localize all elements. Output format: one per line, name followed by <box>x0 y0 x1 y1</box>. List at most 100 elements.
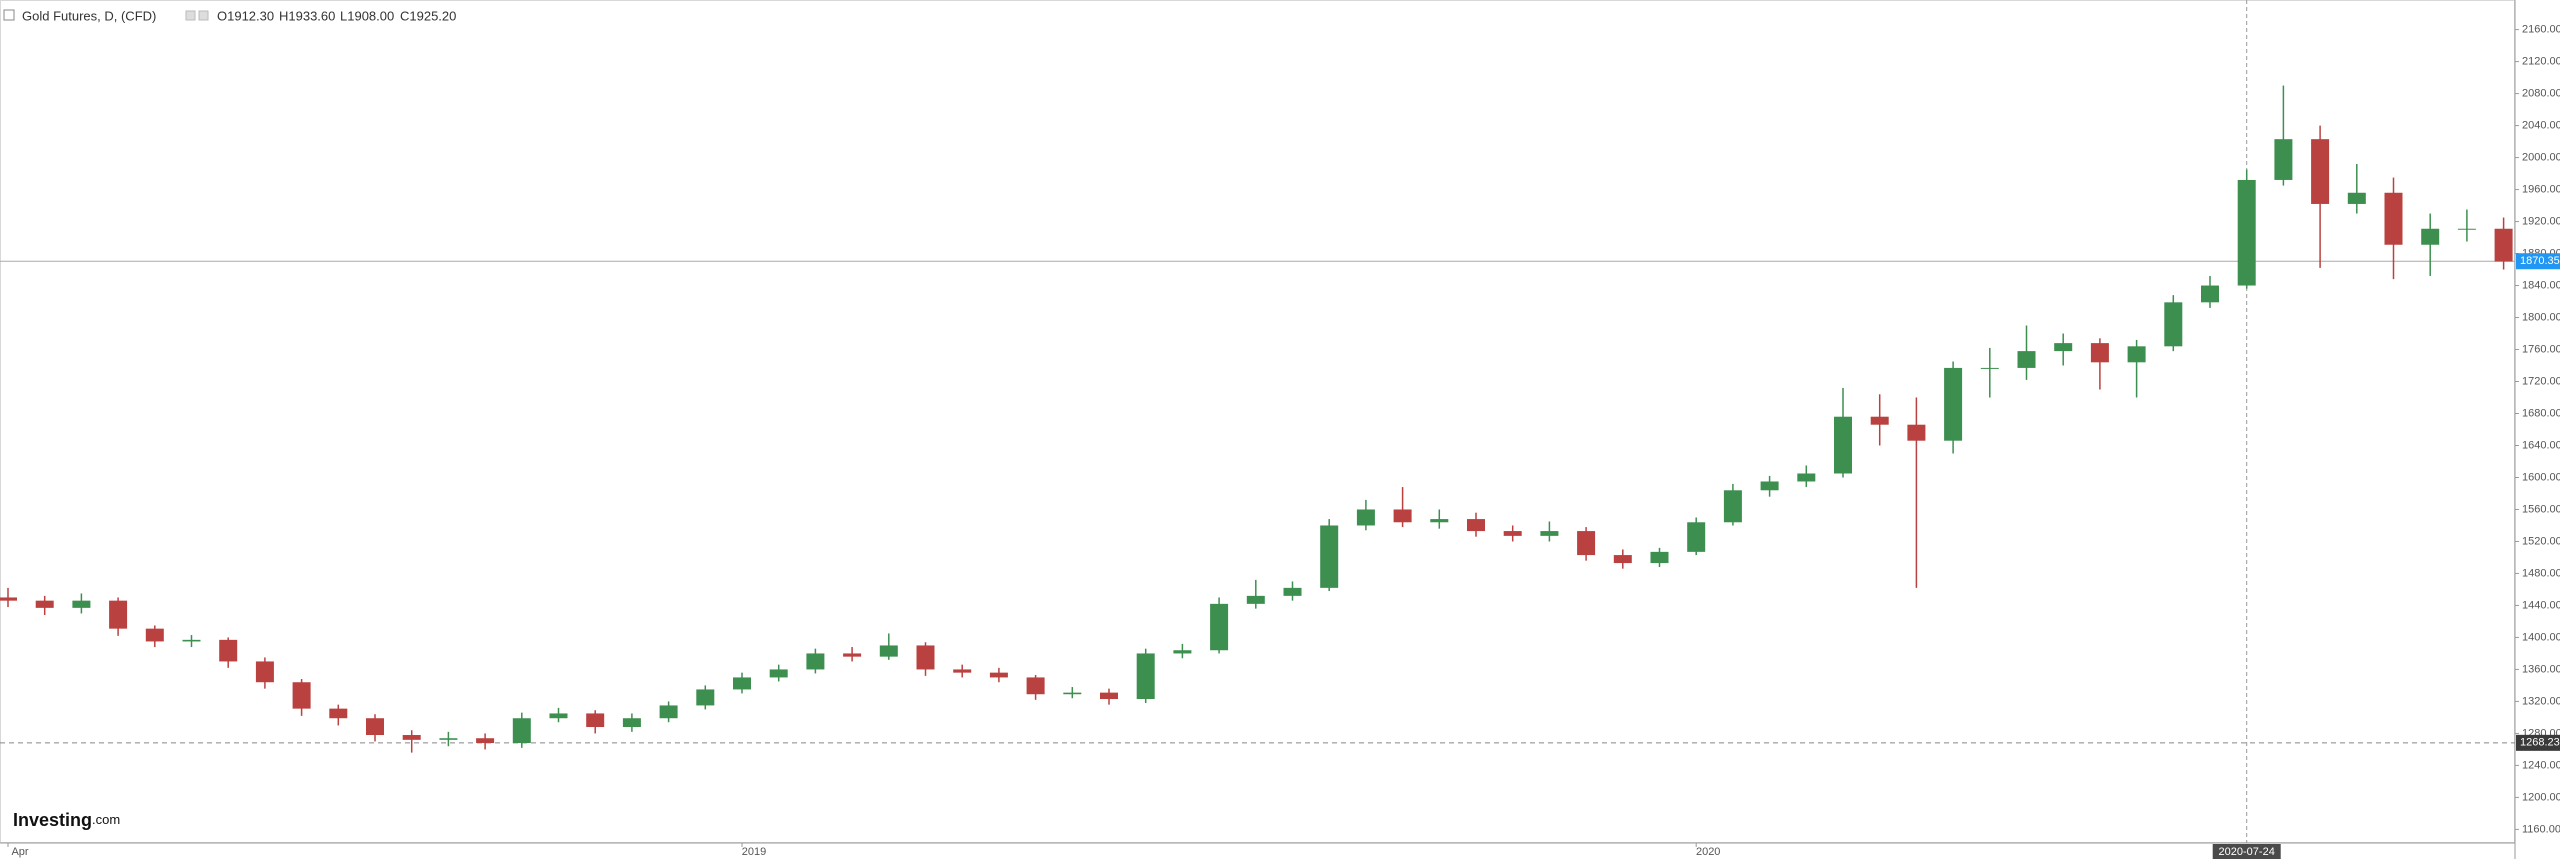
candle-body <box>1173 650 1192 654</box>
ohlc-close: C1925.20 <box>400 8 456 23</box>
close-icon[interactable] <box>198 10 209 21</box>
y-tick-label: 1600.00 <box>2522 471 2560 483</box>
candle-body <box>1100 692 1118 700</box>
candle-body <box>329 708 348 719</box>
candle-body <box>35 600 54 608</box>
crosshair-label-box <box>2212 844 2281 859</box>
price-label: 1870.35 <box>2520 255 2560 267</box>
y-tick-label: 1640.00 <box>2522 439 2560 451</box>
candle-body <box>182 639 201 642</box>
logo-suffix: .com <box>92 812 120 827</box>
y-tick-label: 1840.00 <box>2522 279 2560 291</box>
candle-body <box>255 661 274 683</box>
crosshair-label: 2020-07-24 <box>2219 846 2275 858</box>
price-label: 1268.23 <box>2520 737 2560 749</box>
y-tick-label: 1320.00 <box>2522 695 2560 707</box>
y-tick-label: 2120.00 <box>2522 55 2560 67</box>
candle-body <box>439 738 458 740</box>
candle-body <box>145 628 164 642</box>
candle-body <box>1026 677 1045 695</box>
candle-body <box>2347 192 2366 204</box>
candle-body <box>1356 509 1375 526</box>
candle-body <box>2201 285 2219 303</box>
x-tick-label: 2020 <box>1696 846 1720 858</box>
y-tick-label: 1760.00 <box>2522 343 2560 355</box>
y-tick-label: 1360.00 <box>2522 663 2560 675</box>
settings-icon[interactable] <box>185 10 196 21</box>
logo: Investing.com <box>13 810 120 830</box>
candle-body <box>2274 139 2293 180</box>
x-tick-label: Apr <box>11 846 28 858</box>
candle-body <box>1210 603 1229 651</box>
ohlc-high: H1933.60 <box>279 8 335 23</box>
candle-body <box>1320 525 1339 588</box>
candle-body <box>1650 551 1669 564</box>
candle-body <box>402 735 421 740</box>
candle-body <box>1944 367 1963 441</box>
y-tick-label: 1400.00 <box>2522 631 2560 643</box>
candle-body <box>1393 509 1412 523</box>
candle-body <box>549 713 568 719</box>
y-tick-label: 1560.00 <box>2522 503 2560 515</box>
y-tick-label: 2160.00 <box>2522 23 2560 35</box>
candle-body <box>2457 228 2476 230</box>
candle-body <box>1687 522 1706 552</box>
candle-body <box>916 645 935 670</box>
candle-body <box>733 677 751 690</box>
candle-body <box>1723 490 1742 523</box>
y-tick-label: 1800.00 <box>2522 311 2560 323</box>
candle-body <box>2017 351 2036 368</box>
candle-body <box>1283 587 1302 596</box>
candle-body <box>72 600 91 608</box>
candle-body <box>2421 228 2440 245</box>
y-tick-label: 2000.00 <box>2522 151 2560 163</box>
candle-body <box>1063 692 1082 695</box>
price-label-box <box>2516 734 2560 751</box>
candle-body <box>2054 343 2073 352</box>
y-tick-label: 1160.00 <box>2522 823 2560 835</box>
candle-body <box>1797 473 1816 482</box>
candle-body <box>769 669 788 678</box>
candle-body <box>109 600 128 629</box>
ohlc-low: L1908.00 <box>340 8 394 23</box>
y-tick-label: 1240.00 <box>2522 759 2560 771</box>
candle-body <box>512 718 531 744</box>
y-tick-label: 2040.00 <box>2522 119 2560 131</box>
collapse-icon[interactable] <box>3 9 15 21</box>
price-label-box <box>2516 253 2560 270</box>
candle-body <box>1577 531 1596 556</box>
candle-body <box>843 653 862 657</box>
candle-body <box>219 639 238 662</box>
candle-body <box>1613 555 1632 564</box>
y-tick-label: 1920.00 <box>2522 215 2560 227</box>
y-tick-label: 1960.00 <box>2522 183 2560 195</box>
candle-body <box>2164 302 2183 347</box>
y-tick-label: 1720.00 <box>2522 375 2560 387</box>
candle-body <box>1136 653 1155 700</box>
candle-body <box>476 738 495 744</box>
candle-body <box>659 705 678 719</box>
candle-body <box>1540 531 1559 536</box>
y-tick-label: 1520.00 <box>2522 535 2560 547</box>
candle-body <box>1980 367 1999 369</box>
candle-body <box>2311 139 2330 204</box>
y-tick-label: 2080.00 <box>2522 87 2560 99</box>
candle-body <box>1467 519 1485 532</box>
candle-body <box>1870 416 1889 425</box>
y-tick-label: 1480.00 <box>2522 567 2560 579</box>
candle-body <box>2090 343 2109 363</box>
candle-body <box>366 718 384 736</box>
symbol-title: Gold Futures, D, (CFD) <box>22 8 156 23</box>
candle-body <box>1246 595 1265 604</box>
logo-main: Investing <box>13 810 92 830</box>
x-tick-label: 2019 <box>742 846 766 858</box>
candle-body <box>953 669 972 673</box>
candle-body <box>2237 179 2256 286</box>
candle-body <box>1907 424 1926 441</box>
candle-body <box>989 672 1008 678</box>
candle-body <box>1503 531 1522 536</box>
candle-body <box>1760 481 1779 491</box>
candle-body <box>2384 192 2403 245</box>
candle-body <box>1834 416 1852 474</box>
